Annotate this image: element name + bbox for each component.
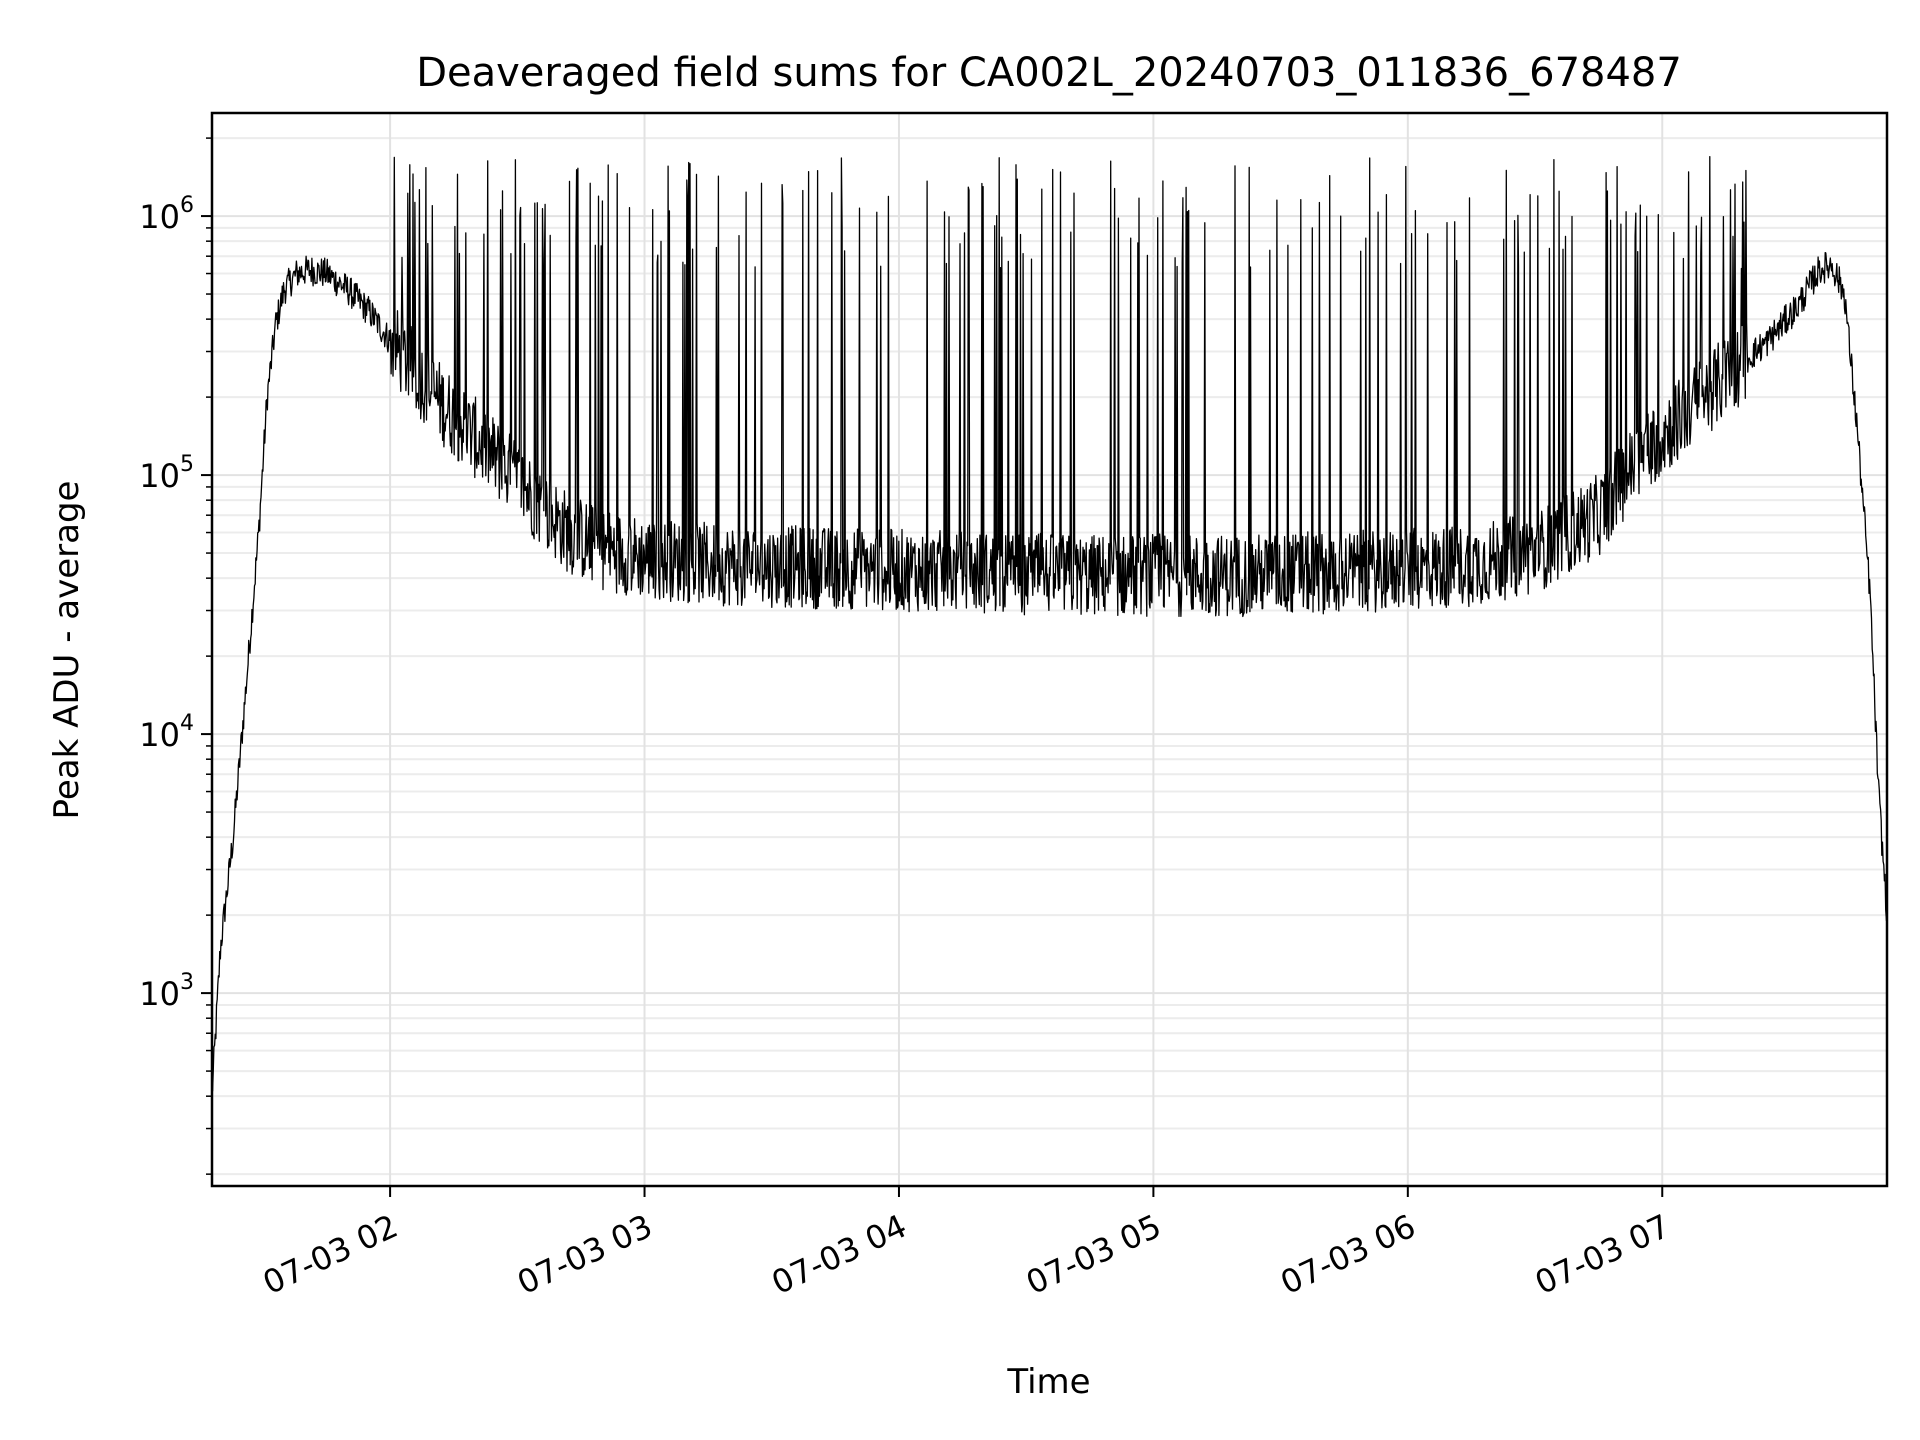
- plot-frame: [210, 111, 1889, 1188]
- series-layer: [211, 155, 1888, 1092]
- y-tick-label: 104: [139, 711, 194, 754]
- y-tick-label: 103: [139, 970, 194, 1013]
- x-axis-label: Time: [1006, 1362, 1090, 1402]
- series-line: [211, 155, 1888, 1092]
- y-tick-label: 106: [139, 193, 194, 236]
- chart-title: Deaveraged field sums for CA002L_2024070…: [416, 50, 1682, 96]
- y-tick-label: 105: [139, 452, 194, 495]
- y-axis-label: Peak ADU - average: [47, 481, 87, 820]
- y-axis: 103 104 105 106: [139, 137, 212, 1175]
